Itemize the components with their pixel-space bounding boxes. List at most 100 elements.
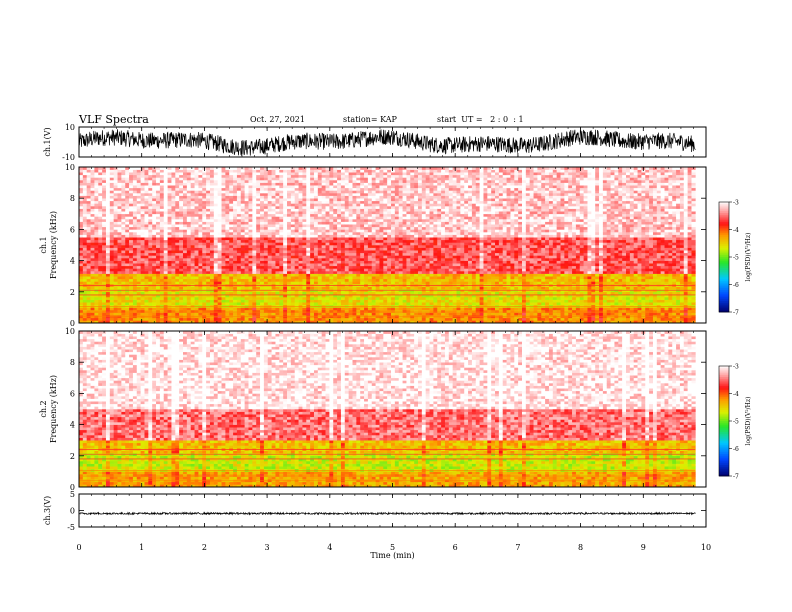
colorbar-segment	[719, 280, 729, 284]
colorbar-segment	[719, 406, 729, 409]
colorbar-segment	[719, 297, 729, 300]
colorbar-segment	[719, 299, 729, 302]
colorbar-segment	[719, 284, 729, 287]
colorbar-tick-label: -4	[733, 391, 739, 398]
colorbar-segment	[719, 271, 729, 274]
y-tick-label: 6	[70, 389, 75, 398]
colorbar-segment	[719, 393, 729, 396]
colorbar-segment	[719, 286, 729, 289]
x-tick-label: 5	[390, 543, 395, 552]
spectrogram-channel-label: ch.2	[39, 400, 48, 417]
colorbar-segment	[719, 222, 729, 225]
colorbar-segment	[719, 386, 729, 389]
colorbar-segment	[719, 366, 729, 369]
x-tick-label: 1	[139, 543, 144, 552]
x-tick-label: 7	[515, 543, 520, 552]
colorbar-label: log(PSD)(V²/Hz)	[745, 397, 752, 446]
start-time-label: start UT = 2 : 0 : 1	[437, 115, 524, 124]
colorbar-segment	[719, 419, 729, 422]
spectrogram-ch1	[79, 167, 696, 324]
colorbar-segment	[719, 388, 729, 391]
station-label: station= KAP	[343, 115, 397, 124]
colorbar-segment	[719, 417, 729, 420]
colorbar-segment	[719, 380, 729, 383]
y-tick-label: 5	[70, 490, 75, 499]
colorbar-segment	[719, 279, 729, 282]
waveform-y-axis-label: ch.3(V)	[43, 496, 52, 525]
colorbar-segment	[719, 227, 729, 230]
colorbar-segment	[719, 293, 729, 296]
colorbar-tick-label: -7	[733, 474, 739, 481]
colorbar-segment	[719, 236, 729, 240]
colorbar-segment	[719, 421, 729, 424]
colorbar-segment	[719, 468, 729, 471]
y-tick-label: 0	[70, 319, 75, 328]
colorbar-segment	[719, 257, 729, 260]
colorbar-segment	[719, 224, 729, 227]
colorbar-segment	[719, 474, 729, 477]
colorbar-segment	[719, 397, 729, 400]
colorbar-segment	[719, 255, 729, 258]
colorbar-segment	[719, 435, 729, 438]
colorbar-segment	[719, 430, 729, 433]
colorbar-segment	[719, 422, 729, 426]
spectrogram-channel-label: ch.1	[39, 236, 48, 253]
colorbar-segment	[719, 461, 729, 464]
colorbar-segment	[719, 373, 729, 376]
colorbar-segment	[719, 225, 729, 229]
colorbar-segment	[719, 275, 729, 278]
colorbar-segment	[719, 455, 729, 459]
y-tick-label: 8	[70, 194, 75, 203]
colorbar-segment	[719, 251, 729, 254]
colorbar-segment	[719, 437, 729, 440]
colorbar-segment	[719, 247, 729, 251]
colorbar-segment	[719, 273, 729, 276]
colorbar-segment	[719, 288, 729, 291]
colorbar-segment	[719, 308, 729, 311]
colorbar-segment	[719, 209, 729, 212]
figure-title: VLF Spectra	[79, 113, 149, 126]
colorbar-tick-label: -7	[733, 310, 739, 317]
colorbar-segment	[719, 369, 729, 372]
colorbar-segment	[719, 389, 729, 393]
y-tick-label: 10	[65, 327, 75, 336]
colorbar-segment	[719, 302, 729, 306]
colorbar-segment	[719, 260, 729, 263]
colorbar-segment	[719, 466, 729, 470]
colorbar-segment	[719, 450, 729, 453]
x-axis-label: Time (min)	[370, 551, 414, 560]
colorbar-segment	[719, 439, 729, 442]
colorbar-segment	[719, 269, 729, 273]
x-tick-label: 3	[265, 543, 270, 552]
colorbar-segment	[719, 382, 729, 385]
y-tick-label: 4	[70, 257, 75, 266]
colorbar-segment	[719, 216, 729, 219]
colorbar-segment	[719, 262, 729, 265]
colorbar-segment	[719, 454, 729, 457]
colorbar-segment	[719, 306, 729, 309]
colorbar-segment	[719, 310, 729, 313]
waveform-trace	[78, 511, 696, 516]
colorbar-segment	[719, 433, 729, 437]
colorbar-segment	[719, 446, 729, 449]
colorbar-segment	[719, 378, 729, 382]
y-tick-label: 0	[70, 507, 75, 516]
spectrogram-ch2	[79, 331, 696, 488]
colorbar-tick-label: -6	[733, 446, 739, 453]
colorbar-segment	[719, 375, 729, 378]
colorbar-segment	[719, 240, 729, 243]
colorbar-segment	[719, 428, 729, 431]
colorbar-segment	[719, 304, 729, 307]
colorbar-segment	[719, 377, 729, 380]
spectrogram-y-axis-label: Frequency (kHz)	[49, 211, 58, 279]
colorbar-label: log(PSD)(V²/Hz)	[745, 233, 752, 282]
colorbar-segment	[719, 399, 729, 402]
colorbar-tick-label: -5	[733, 419, 739, 426]
colorbar-segment	[719, 404, 729, 407]
colorbar-segment	[719, 266, 729, 269]
colorbar-segment	[719, 402, 729, 405]
y-tick-label: 4	[70, 421, 75, 430]
colorbar-segment	[719, 426, 729, 429]
colorbar-segment	[719, 213, 729, 216]
